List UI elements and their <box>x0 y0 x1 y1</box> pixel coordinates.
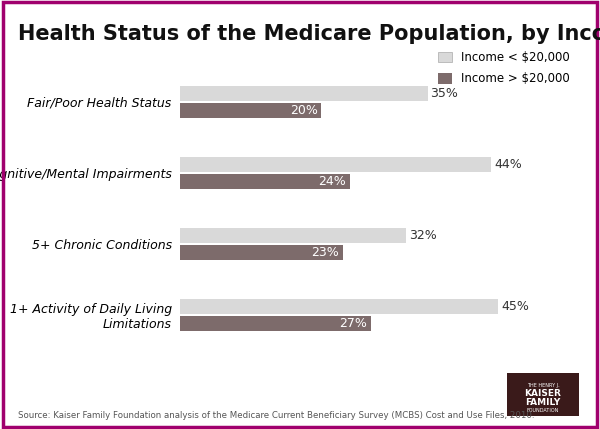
Bar <box>180 316 371 331</box>
Bar <box>180 86 427 101</box>
Text: 35%: 35% <box>430 87 458 100</box>
Legend: Income < $20,000, Income > $20,000: Income < $20,000, Income > $20,000 <box>438 51 570 85</box>
Text: 23%: 23% <box>311 246 339 259</box>
Text: KAISER: KAISER <box>524 390 562 398</box>
Text: FAMILY: FAMILY <box>526 398 560 407</box>
Bar <box>180 103 322 118</box>
Bar <box>180 228 406 243</box>
Text: 44%: 44% <box>494 158 522 171</box>
Text: Source: Kaiser Family Foundation analysis of the Medicare Current Beneficiary Su: Source: Kaiser Family Foundation analysi… <box>18 411 535 420</box>
Text: THE HENRY J.: THE HENRY J. <box>527 383 559 388</box>
Text: 24%: 24% <box>319 175 346 188</box>
Text: FOUNDATION: FOUNDATION <box>527 408 559 413</box>
Text: 27%: 27% <box>340 317 367 330</box>
Bar <box>180 245 343 260</box>
Bar <box>180 174 350 189</box>
Bar <box>180 299 498 314</box>
Text: 45%: 45% <box>501 300 529 313</box>
Bar <box>180 157 491 172</box>
Text: Health Status of the Medicare Population, by Income: Health Status of the Medicare Population… <box>18 24 600 44</box>
Text: 20%: 20% <box>290 104 318 117</box>
Text: 32%: 32% <box>409 229 437 242</box>
